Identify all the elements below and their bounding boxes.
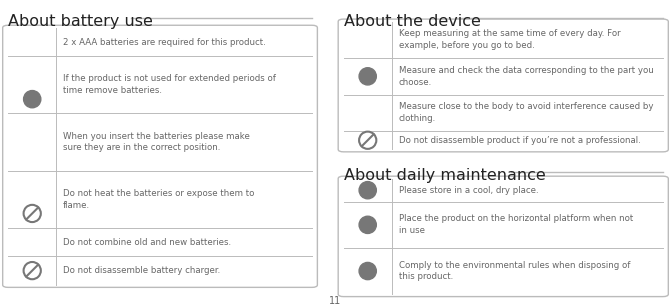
Text: Measure close to the body to avoid interference caused by
clothing.: Measure close to the body to avoid inter… [399,103,653,123]
Text: Do not heat the batteries or expose them to
flame.: Do not heat the batteries or expose them… [63,189,254,209]
FancyBboxPatch shape [338,19,668,152]
Text: About daily maintenance: About daily maintenance [344,168,546,183]
Text: 2 x AAA batteries are required for this product.: 2 x AAA batteries are required for this … [63,38,266,47]
Text: Comply to the environmental rules when disposing of
this product.: Comply to the environmental rules when d… [399,261,630,282]
Text: Place the product on the horizontal platform when not
in use: Place the product on the horizontal plat… [399,214,633,235]
Text: About battery use: About battery use [8,14,153,29]
Ellipse shape [359,181,376,199]
Text: Do not disassemble battery charger.: Do not disassemble battery charger. [63,266,220,275]
Text: If the product is not used for extended periods of
time remove batteries.: If the product is not used for extended … [63,75,276,95]
Ellipse shape [359,68,376,85]
Text: 11: 11 [329,297,342,306]
Text: Do not combine old and new batteries.: Do not combine old and new batteries. [63,237,231,246]
Text: About the device: About the device [344,14,480,29]
Text: When you insert the batteries please make
sure they are in the correct position.: When you insert the batteries please mak… [63,132,250,152]
FancyBboxPatch shape [3,25,317,287]
Text: Do not disassemble product if you’re not a professional.: Do not disassemble product if you’re not… [399,136,640,145]
Ellipse shape [359,216,376,233]
FancyBboxPatch shape [338,176,668,297]
Ellipse shape [23,91,41,108]
Text: Keep measuring at the same time of every day. For
example, before you go to bed.: Keep measuring at the same time of every… [399,30,620,50]
Text: Measure and check the data corresponding to the part you
choose.: Measure and check the data corresponding… [399,66,654,87]
Ellipse shape [359,262,376,280]
Text: Please store in a cool, dry place.: Please store in a cool, dry place. [399,186,538,195]
